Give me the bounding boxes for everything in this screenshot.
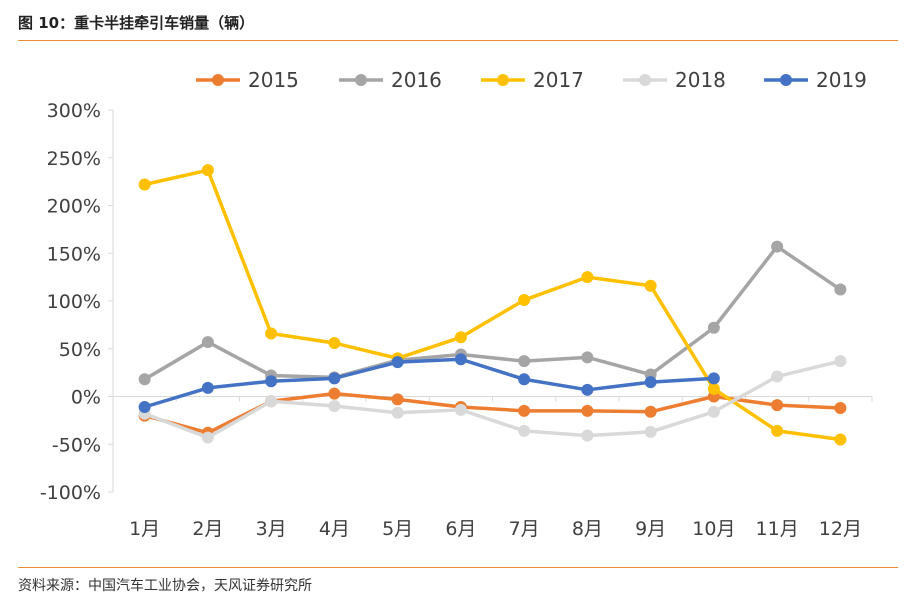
x-tick-label: 12月 xyxy=(819,518,862,540)
data-point xyxy=(328,400,341,413)
footer-rule xyxy=(18,567,898,568)
data-point xyxy=(265,327,278,340)
data-point xyxy=(581,351,594,364)
data-point xyxy=(328,372,341,385)
series-line xyxy=(142,359,843,440)
y-tick-label: -50% xyxy=(52,434,101,456)
legend-item: 2016 xyxy=(339,68,442,92)
line-chart: 2015 2016 2017 2018 2019 300% 250% 200% 150% 100… xyxy=(40,68,873,540)
x-axis: 1月 2月 3月 4月 5月 6月 7月 8月 9月 10月 11月 12月 xyxy=(112,396,873,540)
data-point xyxy=(644,405,657,418)
data-point xyxy=(707,382,720,395)
figure-title: 图 10：重卡半挂牵引车销量（辆） xyxy=(18,14,255,32)
y-tick-label: 150% xyxy=(47,243,101,265)
legend-marker xyxy=(780,74,792,86)
data-point xyxy=(644,376,657,389)
x-tick-label: 3月 xyxy=(256,518,287,540)
y-tick-label: 200% xyxy=(47,196,101,218)
y-tick-label: 300% xyxy=(47,100,101,122)
y-tick-label: 50% xyxy=(59,339,101,361)
data-point xyxy=(581,429,594,442)
data-point xyxy=(581,404,594,417)
data-point xyxy=(834,433,847,446)
data-point xyxy=(201,381,214,394)
data-point xyxy=(707,405,720,418)
data-point xyxy=(201,431,214,444)
legend: 2015 2016 2017 2018 2019 xyxy=(196,68,867,92)
source-note: 资料来源：中国汽车工业协会，天风证券研究所 xyxy=(18,578,312,594)
data-point xyxy=(138,178,151,191)
legend-marker xyxy=(497,74,509,86)
data-point xyxy=(581,383,594,396)
data-point xyxy=(771,424,784,437)
data-point xyxy=(834,355,847,368)
legend-item: 2018 xyxy=(623,68,726,92)
y-axis: 300% 250% 200% 150% 100% 50% 0% -50% -100% xyxy=(40,100,114,504)
y-tick-label: 250% xyxy=(47,148,101,170)
data-point xyxy=(771,370,784,383)
data-point xyxy=(518,373,531,386)
data-point xyxy=(518,294,531,307)
x-tick-label: 7月 xyxy=(509,518,540,540)
legend-label: 2019 xyxy=(816,68,867,92)
legend-item: 2017 xyxy=(481,68,584,92)
data-point xyxy=(518,404,531,417)
x-tick-label: 6月 xyxy=(445,518,476,540)
legend-label: 2016 xyxy=(391,68,442,92)
data-point xyxy=(265,395,278,408)
data-point xyxy=(834,401,847,414)
data-point xyxy=(328,387,341,400)
legend-label: 2015 xyxy=(248,68,299,92)
x-tick-label: 8月 xyxy=(572,518,603,540)
data-point xyxy=(581,271,594,284)
data-point xyxy=(265,375,278,388)
data-point xyxy=(518,355,531,368)
data-point xyxy=(518,424,531,437)
data-point xyxy=(391,406,404,419)
x-tick-label: 10月 xyxy=(692,518,735,540)
data-point xyxy=(328,337,341,350)
y-tick-label: -100% xyxy=(40,482,101,504)
legend-label: 2017 xyxy=(533,68,584,92)
y-tick-label: 100% xyxy=(47,291,101,313)
data-point xyxy=(201,164,214,177)
data-point xyxy=(707,321,720,334)
legend-item: 2019 xyxy=(764,68,867,92)
series-line xyxy=(142,168,843,442)
data-point xyxy=(138,373,151,386)
series-line xyxy=(142,357,716,409)
data-point xyxy=(771,240,784,253)
plot-area xyxy=(138,164,847,446)
legend-marker xyxy=(639,74,651,86)
series-line xyxy=(142,244,843,382)
legend-marker xyxy=(212,74,224,86)
data-point xyxy=(834,283,847,296)
data-point xyxy=(138,401,151,414)
data-point xyxy=(391,393,404,406)
header-rule xyxy=(18,40,898,41)
x-tick-label: 1月 xyxy=(129,518,160,540)
data-point xyxy=(644,425,657,438)
data-point xyxy=(707,372,720,385)
data-point xyxy=(771,399,784,412)
x-tick-label: 9月 xyxy=(635,518,666,540)
data-point xyxy=(454,353,467,366)
legend-label: 2018 xyxy=(675,68,726,92)
x-tick-label: 4月 xyxy=(319,518,350,540)
x-tick-label: 2月 xyxy=(192,518,223,540)
series-2019 xyxy=(138,353,720,414)
data-point xyxy=(201,336,214,349)
data-point xyxy=(454,403,467,416)
legend-marker xyxy=(355,74,367,86)
series-2018 xyxy=(138,355,847,444)
data-point xyxy=(644,279,657,292)
x-tick-label: 5月 xyxy=(382,518,413,540)
series-2017 xyxy=(138,164,847,446)
legend-item: 2015 xyxy=(196,68,299,92)
x-tick-label: 11月 xyxy=(756,518,799,540)
data-point xyxy=(454,331,467,344)
y-tick-label: 0% xyxy=(71,387,101,409)
data-point xyxy=(391,356,404,369)
